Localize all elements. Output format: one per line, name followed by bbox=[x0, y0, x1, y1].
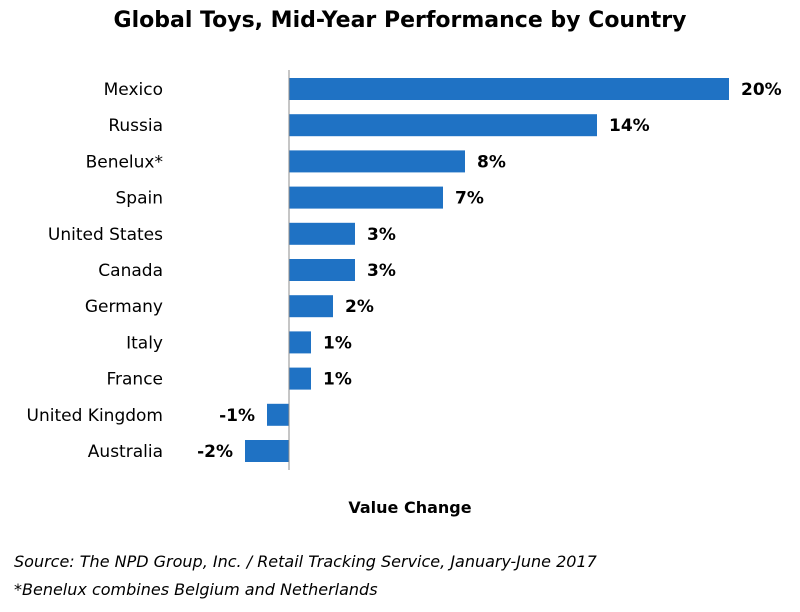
value-label-italy: 1% bbox=[323, 333, 352, 353]
category-label-germany: Germany bbox=[85, 297, 163, 317]
value-label-mexico: 20% bbox=[741, 80, 782, 100]
bar-united-states bbox=[289, 222, 355, 245]
category-label-australia: Australia bbox=[88, 442, 163, 462]
value-label-spain: 7% bbox=[455, 189, 484, 209]
source-note: Source: The NPD Group, Inc. / Retail Tra… bbox=[14, 552, 597, 571]
category-label-mexico: Mexico bbox=[104, 80, 163, 100]
category-label-italy: Italy bbox=[126, 333, 163, 353]
value-label-canada: 3% bbox=[367, 261, 396, 281]
category-label-canada: Canada bbox=[98, 261, 163, 281]
value-label-united-kingdom: -1% bbox=[219, 406, 255, 426]
value-label-russia: 14% bbox=[609, 116, 650, 136]
bar-mexico bbox=[289, 78, 729, 100]
bar-spain bbox=[289, 186, 443, 209]
category-label-russia: Russia bbox=[108, 116, 163, 136]
category-label-spain: Spain bbox=[116, 189, 164, 209]
footnote-benelux: *Benelux combines Belgium and Netherland… bbox=[14, 580, 378, 599]
chart-title: Global Toys, Mid-Year Performance by Cou… bbox=[113, 8, 687, 33]
value-label-australia: -2% bbox=[197, 442, 233, 462]
category-label-benelux: Benelux* bbox=[86, 152, 163, 172]
bar-france bbox=[289, 367, 311, 390]
labels-layer: Mexico 20% Russia 14% Benelux* 8% Spain 7% Unite… bbox=[27, 80, 782, 462]
category-label-france: France bbox=[106, 370, 163, 390]
bar-canada bbox=[289, 259, 355, 281]
bar-australia bbox=[245, 440, 289, 462]
bar-united-kingdom bbox=[267, 403, 289, 426]
bar-germany bbox=[289, 295, 333, 318]
x-axis-label: Value Change bbox=[348, 498, 472, 517]
bar-russia bbox=[289, 114, 597, 137]
category-label-united-states: United States bbox=[48, 225, 163, 245]
value-label-germany: 2% bbox=[345, 297, 374, 317]
bars-layer bbox=[245, 78, 729, 462]
category-label-united-kingdom: United Kingdom bbox=[27, 406, 163, 426]
bar-italy bbox=[289, 331, 311, 354]
value-label-france: 1% bbox=[323, 370, 352, 390]
value-label-benelux: 8% bbox=[477, 152, 506, 172]
value-label-united-states: 3% bbox=[367, 225, 396, 245]
bar-benelux bbox=[289, 150, 465, 173]
